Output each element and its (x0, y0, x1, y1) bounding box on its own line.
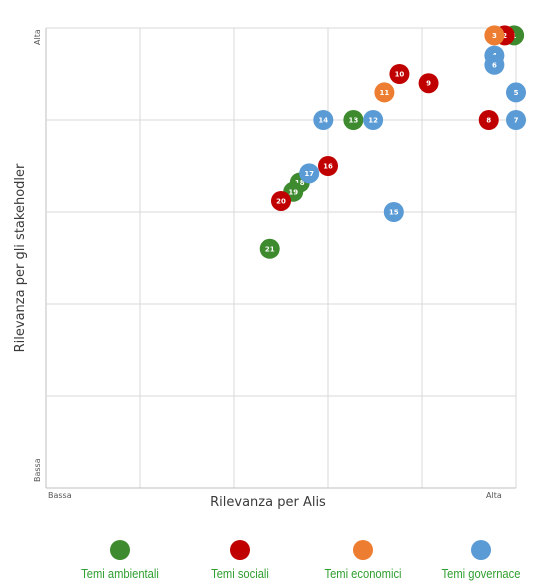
legend-label-sociali: Temi sociali (211, 566, 269, 581)
legend-marker-governace (471, 540, 491, 560)
legend-label-governace: Temi governace (441, 566, 521, 581)
data-point-marker (418, 73, 439, 94)
data-point-marker (318, 156, 338, 176)
data-point-label: 17 (304, 170, 314, 178)
data-point-14: 14 (313, 110, 334, 130)
data-point-label: 13 (349, 117, 359, 125)
data-point-3: 3 (484, 25, 505, 46)
data-point-15: 15 (383, 202, 404, 222)
data-point-16: 16 (318, 156, 338, 176)
legend-label-ambientali: Temi ambientali (81, 566, 159, 581)
data-point-label: 19 (288, 188, 298, 196)
legend-item-governace: Temi governace (416, 540, 536, 581)
data-point-label: 9 (426, 80, 431, 88)
data-point-9: 9 (418, 73, 439, 94)
data-point-label: 18 (295, 179, 305, 187)
y-tick-high: Alta (33, 29, 42, 45)
legend-marker-economici (353, 540, 373, 560)
x-axis-title: Rilevanza per Alis (210, 495, 326, 510)
data-point-label: 10 (395, 71, 405, 79)
data-point-20: 20 (271, 190, 291, 211)
grid (45, 27, 517, 489)
legend-marker-sociali (230, 540, 250, 560)
legend-item-economici: Temi economici (298, 540, 428, 581)
data-point-marker (484, 54, 505, 75)
data-point-marker (383, 202, 404, 222)
y-axis-title: Rilevanza per gli stakehodler (13, 163, 28, 352)
data-point-6: 6 (484, 54, 505, 75)
data-point-label: 5 (514, 89, 519, 97)
data-point-7: 7 (506, 110, 526, 130)
data-point-label: 7 (514, 117, 519, 125)
y-tick-low: Bassa (33, 458, 42, 482)
data-point-marker (478, 110, 499, 130)
data-point-label: 15 (389, 209, 399, 217)
data-point-label: 16 (323, 163, 333, 171)
data-point-label: 12 (368, 117, 378, 125)
data-point-label: 11 (380, 89, 390, 97)
data-points: 113181921289101620311456712141517 (259, 25, 526, 259)
data-point-label: 20 (276, 197, 286, 205)
data-point-marker (374, 82, 395, 103)
data-point-marker (259, 238, 280, 259)
x-tick-high: Alta (486, 491, 502, 500)
legend: Temi ambientali Temi sociali Temi econom… (0, 540, 536, 586)
data-point-12: 12 (363, 110, 384, 130)
data-point-marker (313, 110, 334, 130)
data-point-13: 13 (343, 110, 364, 130)
data-point-marker (299, 163, 320, 184)
data-point-marker (506, 110, 526, 130)
data-point-11: 11 (374, 82, 395, 103)
legend-marker-ambientali (110, 540, 130, 560)
data-point-label: 8 (486, 117, 491, 125)
data-point-label: 21 (265, 245, 275, 253)
data-point-marker (506, 82, 526, 103)
data-point-marker (363, 110, 384, 130)
legend-item-sociali: Temi sociali (175, 540, 305, 581)
data-point-5: 5 (506, 82, 526, 103)
data-point-21: 21 (259, 238, 280, 259)
data-point-label: 14 (318, 117, 328, 125)
data-point-marker (389, 64, 410, 84)
data-point-label: 2 (502, 32, 507, 40)
data-point-marker (271, 190, 291, 211)
legend-label-economici: Temi economici (324, 566, 402, 581)
data-point-label: 3 (492, 32, 497, 40)
x-tick-low: Bassa (48, 491, 72, 500)
data-point-label: 6 (492, 61, 497, 69)
legend-item-ambientali: Temi ambientali (55, 540, 185, 581)
data-point-marker (484, 25, 505, 46)
materiality-scatter-chart: Alta Bassa Bassa Alta Rilevanza per gli … (13, 25, 526, 510)
data-point-17: 17 (299, 163, 320, 184)
data-point-10: 10 (389, 64, 410, 84)
data-point-8: 8 (478, 110, 499, 130)
data-point-marker (343, 110, 364, 130)
